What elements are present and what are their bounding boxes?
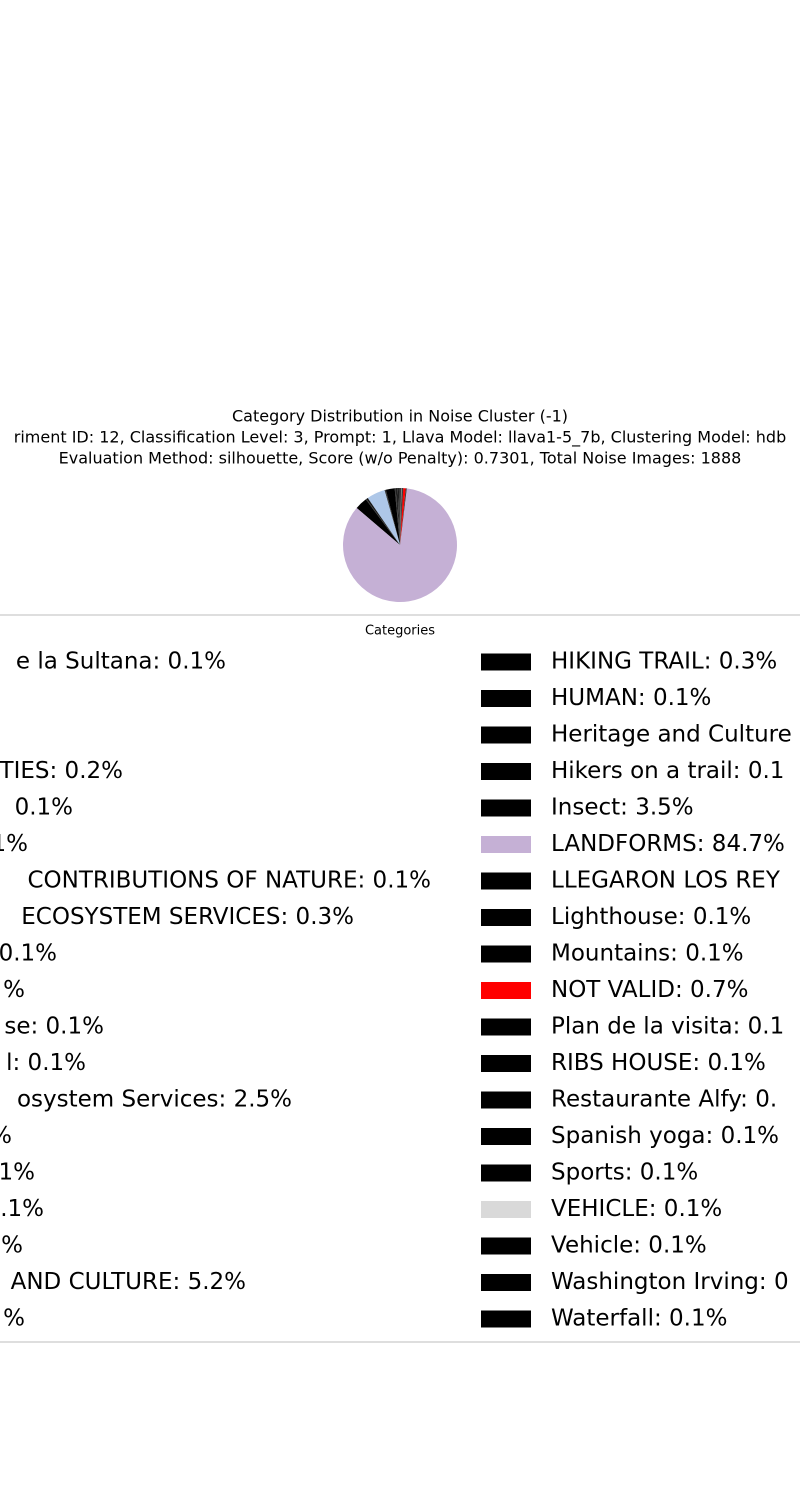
legend-label: Sports: 0.1% (551, 1160, 698, 1186)
legend-swatch (481, 945, 531, 963)
pie-slice (400, 488, 402, 545)
pie-slice (366, 498, 400, 545)
pie-slice (384, 489, 400, 545)
pie-slice (365, 499, 400, 545)
pie-slice (400, 488, 406, 545)
legend-label: Insect: 3.5% (551, 795, 694, 821)
legend-swatch (481, 982, 531, 999)
legend-label: Waterfall: 0.1% (551, 1306, 727, 1332)
legend-label: Mountains: 0.1% (551, 941, 744, 967)
legend-title: Categories (365, 624, 435, 639)
legend-swatch (481, 690, 531, 707)
legend-swatch (481, 909, 531, 926)
chart-subtitle: riment ID: 12, Classification Level: 3, … (14, 428, 786, 448)
legend-label: AND CULTURE: 5.2% (11, 1269, 246, 1295)
pie-slice (399, 488, 400, 545)
legend-label: Vehicle: 0.1% (551, 1233, 707, 1259)
legend-swatch (481, 1274, 531, 1291)
legend-label: VEHICLE: 0.1% (551, 1196, 722, 1222)
legend-swatch (481, 836, 531, 853)
chart-title: Category Distribution in Noise Cluster (… (232, 407, 568, 426)
legend-swatch (481, 1128, 531, 1145)
legend-label: osystem Services: 2.5% (17, 1087, 292, 1113)
pie-slice (385, 489, 400, 545)
legend-label: HUMAN: 0.1% (551, 685, 711, 711)
legend-label: Spanish yoga: 0.1% (551, 1123, 779, 1149)
pie-slice (400, 488, 403, 545)
legend-label: ECOSYSTEM SERVICES: 0.3% (21, 904, 354, 930)
legend-swatch (481, 1018, 531, 1036)
legend-label: 0.1% (0, 941, 57, 967)
pie-slice (400, 488, 404, 545)
pie-slice (385, 488, 400, 545)
legend-label: NOT VALID: 0.7% (551, 977, 748, 1003)
legend-label: % (0, 1123, 12, 1149)
legend-label: Hikers on a trail: 0.1 (551, 758, 784, 784)
legend-label: 1% (0, 831, 28, 857)
pie-slice (400, 488, 407, 545)
legend-label: .1% (0, 1196, 44, 1222)
pie-slice (395, 488, 400, 545)
legend-label: e la Sultana: 0.1% (16, 649, 226, 675)
pie-slice (343, 488, 458, 602)
pie-slice (400, 488, 403, 545)
legend-label: Lighthouse: 0.1% (551, 904, 751, 930)
pie-slice (385, 489, 400, 545)
legend-swatch (481, 1055, 531, 1072)
legend-label: 0.1% (15, 795, 73, 821)
pie-slice (397, 488, 400, 545)
legend-label: l: 0.1% (6, 1050, 86, 1076)
legend-label: LLEGARON LOS REY (551, 868, 781, 894)
pie-slice (397, 488, 400, 545)
pie-slice (367, 490, 400, 545)
legend-label: Plan de la visita: 0.1 (551, 1014, 784, 1040)
legend-label: % (1, 1233, 23, 1259)
legend-swatch (481, 1310, 531, 1328)
legend-label: HIKING TRAIL: 0.3% (551, 649, 777, 675)
legend-label: Washington Irving: 0 (551, 1269, 789, 1295)
pie-slice (394, 488, 400, 545)
pie-slice (400, 488, 402, 545)
legend-swatch (481, 1201, 531, 1218)
legend-swatch (481, 726, 531, 744)
pie-slice (366, 498, 400, 545)
legend-swatch (481, 1091, 531, 1109)
pie-slice (395, 488, 400, 545)
legend-swatch (481, 1237, 531, 1255)
legend-swatch (481, 763, 531, 780)
legend-label: se: 0.1% (4, 1014, 104, 1040)
legend-label: TIES: 0.2% (0, 758, 123, 784)
pie-slice (396, 488, 400, 545)
pie-slice (366, 499, 400, 545)
legend-swatch (481, 872, 531, 890)
legend-label: 1% (0, 1160, 35, 1186)
pie-slice (398, 488, 400, 545)
pie-slice (395, 488, 400, 545)
legend-label: RIBS HOUSE: 0.1% (551, 1050, 766, 1076)
legend-label: LANDFORMS: 84.7% (551, 831, 785, 857)
legend-label: CONTRIBUTIONS OF NATURE: 0.1% (27, 868, 431, 894)
pie-slice (400, 488, 407, 545)
legend-label: Restaurante Alfy: 0. (551, 1087, 777, 1113)
legend-label: % (3, 977, 25, 1003)
pie-slice (367, 497, 400, 545)
legend-swatch (481, 799, 531, 817)
legend-label: % (3, 1306, 25, 1332)
pie-slice (400, 488, 402, 545)
pie-slice (398, 488, 400, 545)
legend-swatch (481, 653, 531, 671)
pie-slice (384, 490, 400, 545)
pie-slice (397, 488, 400, 545)
pie-slice (400, 488, 407, 545)
pie-slice (400, 488, 401, 545)
chart-subtitle: Evaluation Method: silhouette, Score (w/… (59, 449, 742, 468)
legend-label: Heritage and Culture (551, 722, 792, 748)
pie-slice (356, 499, 400, 545)
legend-swatch (481, 1164, 531, 1182)
pie-slice (400, 488, 403, 545)
